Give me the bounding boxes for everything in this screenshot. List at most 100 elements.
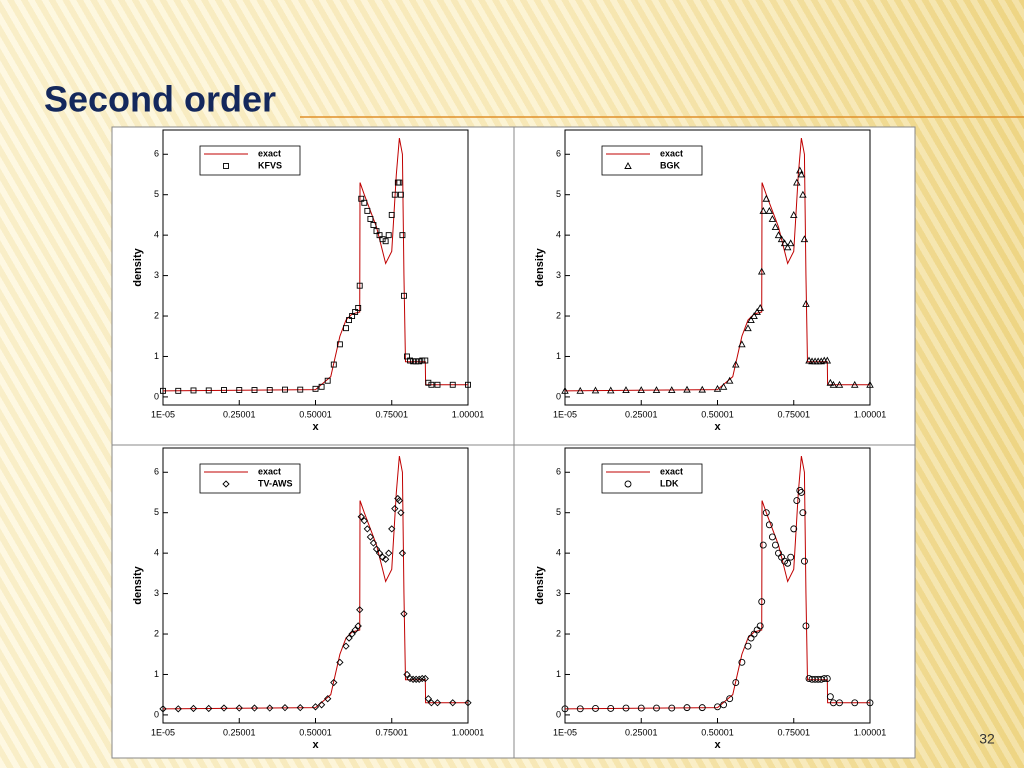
marker	[419, 357, 426, 364]
marker	[637, 704, 645, 712]
marker	[336, 658, 344, 666]
marker	[802, 622, 810, 630]
marker	[765, 206, 774, 214]
marker	[415, 675, 423, 683]
y-tick-label: 6	[556, 467, 561, 477]
marker	[720, 701, 728, 709]
marker	[744, 642, 752, 650]
legend-marker	[624, 162, 632, 169]
marker	[800, 235, 809, 243]
marker	[382, 555, 390, 563]
marker	[622, 386, 630, 393]
marker	[683, 385, 691, 393]
marker	[190, 387, 197, 394]
marker	[312, 385, 319, 392]
marker	[796, 166, 804, 174]
marker	[349, 313, 356, 319]
marker	[318, 383, 325, 390]
x-tick-label: 1.00001	[452, 727, 485, 737]
page-number: 32	[979, 731, 995, 747]
marker	[796, 487, 804, 494]
marker	[159, 705, 167, 713]
y-tick-label: 1	[154, 669, 159, 679]
marker	[829, 380, 838, 388]
legend-label: exact	[660, 466, 683, 476]
marker	[622, 704, 630, 712]
y-tick-label: 1	[556, 351, 561, 361]
marker	[758, 598, 766, 606]
chart-panel: 0 1 2 3 4 5 6 1E-05 0.25001 0.50001 0.75001 1.00001…	[132, 447, 485, 751]
marker	[738, 340, 746, 348]
marker	[236, 387, 243, 393]
marker	[346, 317, 352, 324]
marker	[421, 674, 429, 683]
marker	[797, 489, 805, 496]
marker	[719, 382, 728, 390]
legend-label: LDK	[660, 478, 679, 488]
y-tick-label: 5	[154, 189, 159, 199]
marker	[747, 316, 755, 324]
marker	[427, 699, 436, 707]
marker	[826, 693, 834, 701]
marker	[576, 705, 584, 713]
marker	[412, 675, 420, 683]
y-axis-label: density	[534, 247, 546, 286]
marker	[753, 308, 761, 315]
marker	[725, 376, 734, 384]
marker	[266, 704, 274, 712]
marker	[407, 357, 413, 364]
y-tick-label: 6	[154, 149, 159, 159]
marker	[361, 199, 368, 206]
y-tick-label: 2	[556, 628, 561, 638]
y-tick-label: 5	[556, 189, 561, 199]
marker	[416, 358, 423, 365]
marker	[592, 704, 599, 712]
marker	[373, 228, 380, 235]
y-axis-label: density	[132, 247, 144, 286]
x-tick-label: 0.50001	[299, 409, 332, 419]
marker	[235, 704, 243, 712]
line-series	[564, 137, 870, 392]
chart-panel: 0 1 2 3 4 5 6 1E-05 0.25001 0.50001 0.75001 1.00001…	[534, 129, 886, 433]
x-tick-label: 0.75001	[375, 727, 408, 737]
marker	[449, 699, 457, 707]
y-axis-label: density	[534, 565, 546, 604]
marker	[768, 215, 777, 222]
y-tick-label: 2	[556, 310, 561, 320]
y-tick-label: 5	[154, 507, 159, 517]
marker	[396, 179, 403, 186]
y-tick-label: 3	[154, 588, 159, 598]
y-tick-label: 2	[154, 310, 159, 320]
marker	[851, 699, 859, 707]
marker	[787, 553, 795, 561]
marker	[345, 634, 353, 642]
x-tick-label: 0.25001	[625, 727, 658, 737]
marker	[356, 282, 363, 289]
y-axis-label: density	[132, 565, 144, 604]
x-tick-label: 0.50001	[701, 727, 734, 737]
marker	[220, 704, 228, 712]
marker	[850, 380, 859, 388]
marker	[391, 505, 399, 513]
x-axis-label: x	[714, 421, 721, 433]
marker	[607, 704, 615, 712]
marker	[714, 703, 721, 711]
marker	[360, 517, 368, 525]
marker	[342, 642, 350, 650]
marker	[418, 674, 426, 683]
marker	[820, 675, 828, 682]
x-tick-label: 0.50001	[701, 409, 734, 419]
marker	[667, 386, 676, 393]
marker	[324, 695, 332, 703]
marker	[160, 387, 166, 394]
marker	[762, 509, 770, 517]
x-tick-label: 1.00001	[452, 409, 485, 419]
marker	[464, 699, 472, 707]
y-tick-label: 1	[154, 351, 159, 361]
marker	[793, 178, 801, 186]
y-tick-label: 0	[556, 709, 561, 719]
legend-marker	[222, 480, 230, 488]
marker	[398, 549, 407, 557]
marker	[759, 206, 768, 214]
